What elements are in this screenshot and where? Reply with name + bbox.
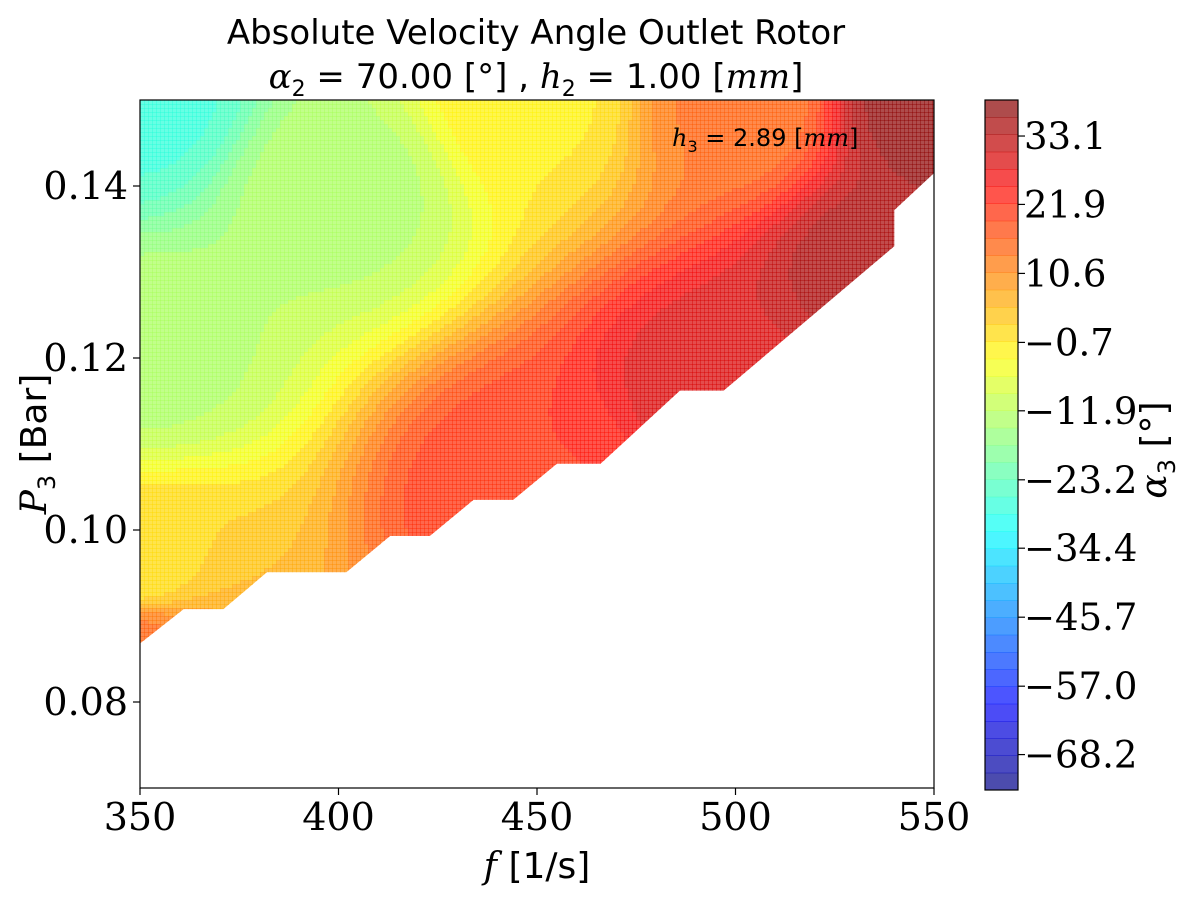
x-tick-label: 500 bbox=[699, 795, 772, 839]
colorbar-band bbox=[985, 359, 1018, 377]
x-axis: 350 400 450 500 550 bbox=[104, 788, 971, 839]
colorbar-band bbox=[985, 756, 1018, 774]
colorbar-band bbox=[985, 773, 1018, 791]
colorbar-band bbox=[985, 652, 1018, 670]
colorbar-band bbox=[985, 531, 1018, 549]
colorbar-band bbox=[985, 221, 1018, 239]
colorbar-band bbox=[985, 600, 1018, 618]
colorbar-band bbox=[985, 583, 1018, 601]
colorbar-tick-label: −45.7 bbox=[1024, 596, 1137, 639]
x-tick-label: 450 bbox=[501, 795, 574, 839]
colorbar-band bbox=[985, 152, 1018, 170]
y-axis-label: P3 [Bar] bbox=[14, 374, 61, 516]
colorbar-band bbox=[985, 169, 1018, 187]
colorbar-band bbox=[985, 497, 1018, 515]
y-tick-label: 0.10 bbox=[43, 508, 128, 552]
colorbar-band bbox=[985, 687, 1018, 705]
colorbar-band bbox=[985, 273, 1018, 291]
colorbar-band bbox=[985, 255, 1018, 273]
colorbar-band bbox=[985, 411, 1018, 429]
colorbar-band bbox=[985, 117, 1018, 135]
colorbar-tick-label: −23.2 bbox=[1024, 459, 1137, 502]
colorbar-tick-label: 10.6 bbox=[1024, 252, 1106, 295]
y-axis: 0.08 0.10 0.12 0.14 bbox=[43, 164, 140, 724]
x-tick-label: 550 bbox=[898, 795, 971, 839]
colorbar-band bbox=[985, 428, 1018, 446]
colorbar-label: α3 [°] bbox=[1134, 401, 1181, 498]
chart-subtitle: α2 = 70.00 [°] , h2 = 1.00 [mm] bbox=[269, 57, 804, 102]
colorbar-band bbox=[985, 135, 1018, 153]
colorbar-band bbox=[985, 324, 1018, 342]
x-axis-label: f [1/s] bbox=[481, 846, 591, 887]
colorbar-tick-label: −57.0 bbox=[1024, 665, 1137, 708]
colorbar-band bbox=[985, 514, 1018, 532]
colorbar-band bbox=[985, 721, 1018, 739]
colorbar-tick-label: 21.9 bbox=[1024, 183, 1106, 226]
colorbar-band bbox=[985, 100, 1018, 118]
colorbar-band bbox=[985, 238, 1018, 256]
h3-annotation: h3 = 2.89 [mm] bbox=[672, 124, 858, 156]
colorbar-band bbox=[985, 618, 1018, 636]
colorbar: 33.1 21.9 10.6 −0.7 −11.9 −23.2 −34.4 −45.7 −57.… bbox=[985, 100, 1137, 791]
x-tick-label: 400 bbox=[302, 795, 375, 839]
colorbar-band bbox=[985, 307, 1018, 325]
colorbar-band bbox=[985, 376, 1018, 394]
colorbar-tick-label: −0.7 bbox=[1024, 321, 1114, 364]
colorbar-band bbox=[985, 186, 1018, 204]
y-tick-label: 0.14 bbox=[43, 164, 128, 208]
x-tick-label: 350 bbox=[104, 795, 177, 839]
colorbar-band bbox=[985, 738, 1018, 756]
chart-title: Absolute Velocity Angle Outlet Rotor bbox=[227, 13, 845, 53]
colorbar-band bbox=[985, 445, 1018, 463]
colorbar-band bbox=[985, 290, 1018, 308]
colorbar-band bbox=[985, 704, 1018, 722]
colorbar-tick-label: 33.1 bbox=[1024, 115, 1106, 158]
contour-field bbox=[140, 100, 937, 789]
colorbar-band bbox=[985, 480, 1018, 498]
colorbar-tick-label: −34.4 bbox=[1024, 527, 1137, 570]
y-tick-label: 0.08 bbox=[43, 680, 128, 724]
colorbar-band bbox=[985, 462, 1018, 480]
y-tick-label: 0.12 bbox=[43, 336, 128, 380]
colorbar-band bbox=[985, 669, 1018, 687]
colorbar-tick-label: −68.2 bbox=[1024, 734, 1137, 777]
colorbar-band bbox=[985, 566, 1018, 584]
colorbar-band bbox=[985, 635, 1018, 653]
colorbar-tick-label: −11.9 bbox=[1024, 390, 1137, 433]
colorbar-band bbox=[985, 549, 1018, 567]
colorbar-band bbox=[985, 204, 1018, 222]
colorbar-band bbox=[985, 393, 1018, 411]
colorbar-band bbox=[985, 342, 1018, 360]
